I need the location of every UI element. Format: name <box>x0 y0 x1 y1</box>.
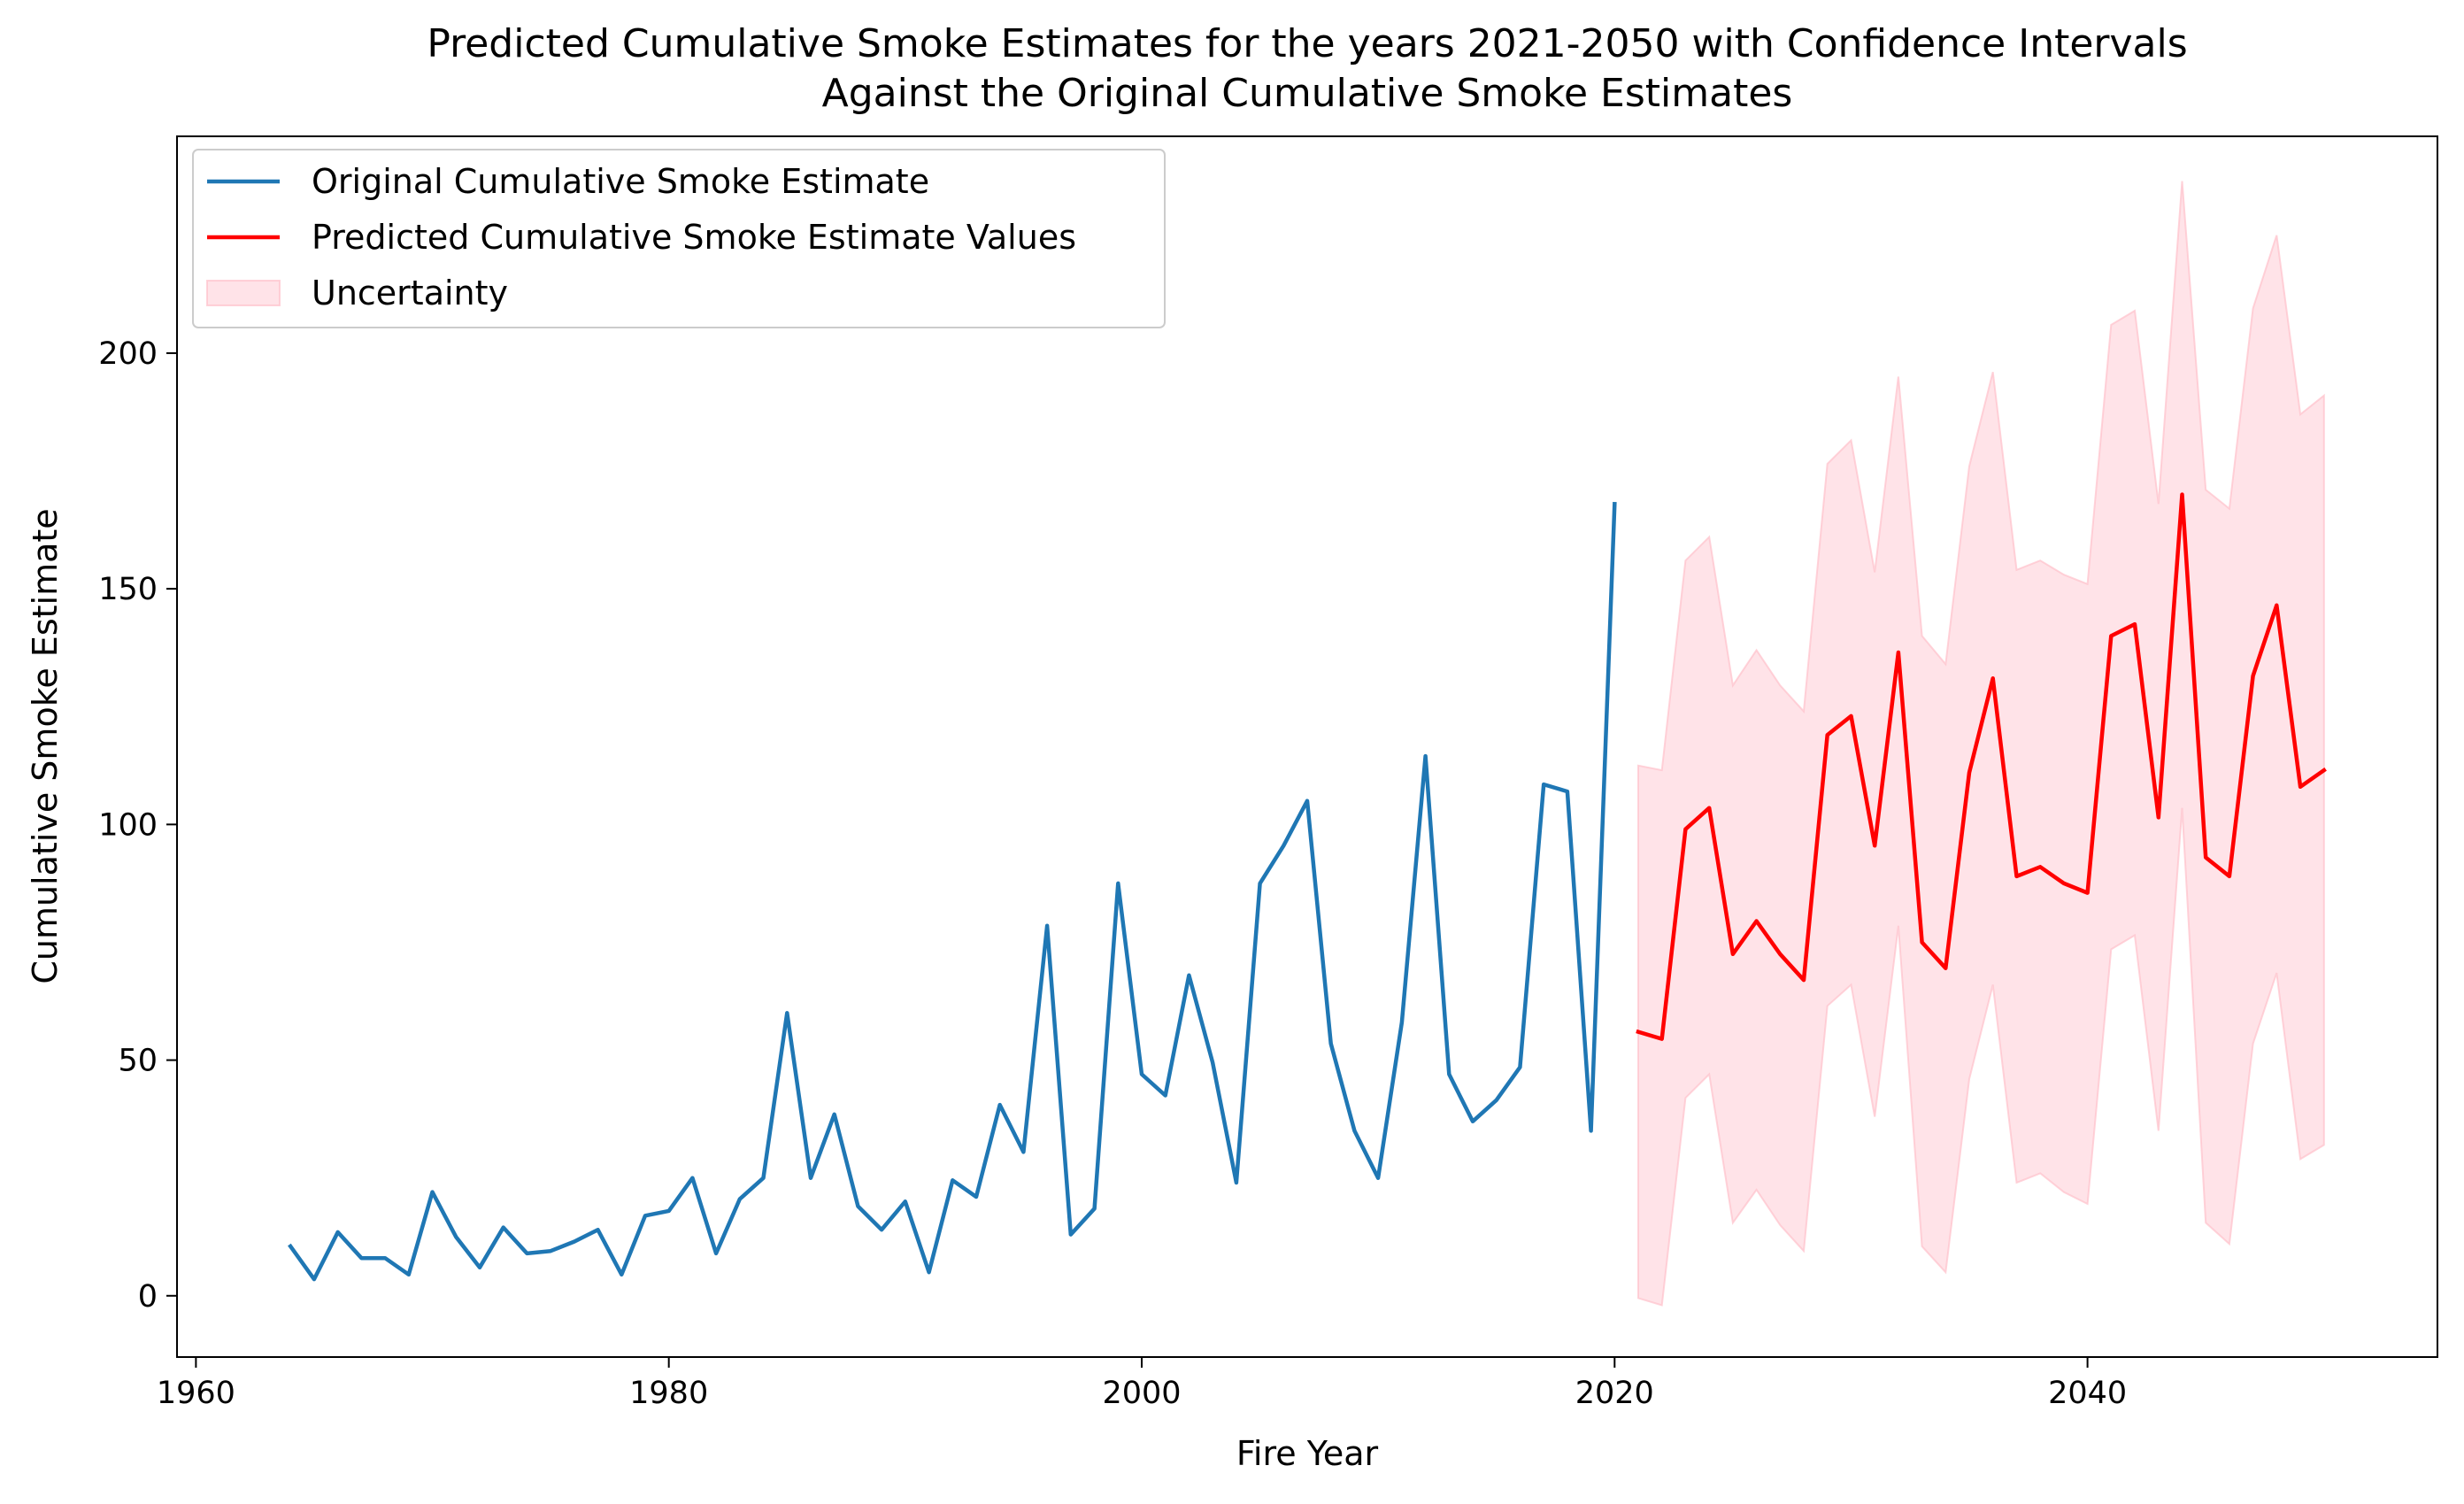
x-axis: 1960 1980 2000 2020 2040 <box>157 1357 2127 1411</box>
y-tick-label-100: 100 <box>98 807 158 843</box>
y-tick-label-200: 200 <box>98 336 158 372</box>
series-line-original <box>288 501 1617 1282</box>
x-tick-label-1980: 1980 <box>629 1376 708 1411</box>
uncertainty-layer <box>1637 181 2325 1307</box>
legend-swatch-uncertainty <box>206 280 281 306</box>
plot-frame <box>176 135 2438 1358</box>
y-tick-label-0: 0 <box>138 1279 158 1315</box>
series-layer <box>288 492 2327 1282</box>
chart-title-line-2: Against the Original Cumulative Smoke Es… <box>822 71 1793 116</box>
legend-label-1: Predicted Cumulative Smoke Estimate Valu… <box>312 218 1076 257</box>
y-tick-label-50: 50 <box>118 1044 158 1079</box>
y-axis: 0 50 100 150 200 <box>98 336 177 1315</box>
y-axis-label: Cumulative Smoke Estimate <box>26 508 65 983</box>
series-line-predicted <box>1636 492 2327 1041</box>
chart-title-line-1: Predicted Cumulative Smoke Estimates for… <box>427 21 2187 66</box>
legend-label-0: Original Cumulative Smoke Estimate <box>312 162 929 201</box>
x-tick-label-2040: 2040 <box>2048 1376 2127 1411</box>
x-axis-label: Fire Year <box>1236 1434 1379 1473</box>
legend: Original Cumulative Smoke Estimate Predic… <box>192 149 1166 328</box>
x-tick-label-2000: 2000 <box>1102 1376 1181 1411</box>
x-tick-label-1960: 1960 <box>157 1376 235 1411</box>
legend-box <box>192 149 1166 328</box>
x-tick-label-2020: 2020 <box>1575 1376 1654 1411</box>
legend-label-2: Uncertainty <box>312 274 508 312</box>
y-tick-label-150: 150 <box>98 572 158 607</box>
uncertainty-band <box>1637 181 2325 1307</box>
